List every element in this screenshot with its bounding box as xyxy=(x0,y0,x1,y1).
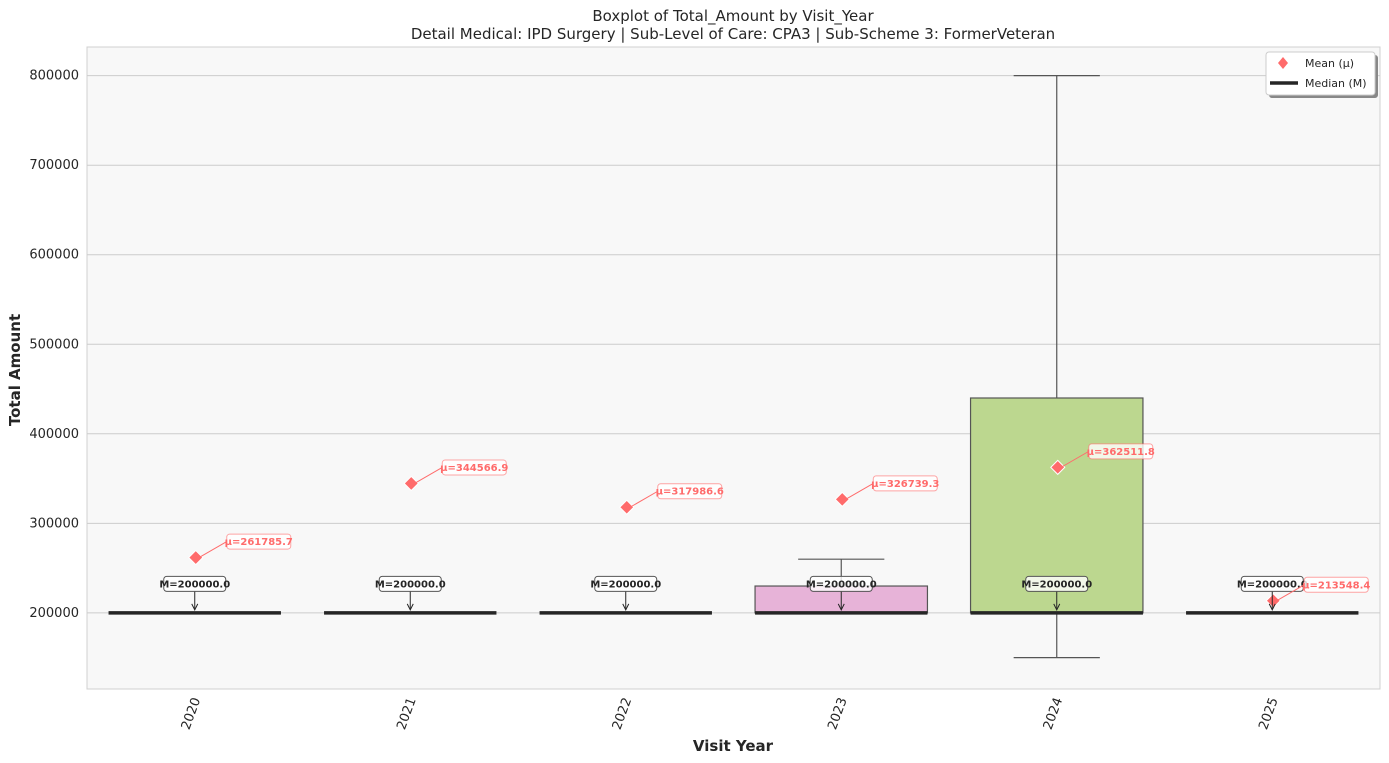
median-label-2021: M=200000.0 xyxy=(375,579,446,590)
y-tick-label: 800000 xyxy=(29,69,79,84)
x-axis-label: Visit Year xyxy=(693,737,774,755)
chart-title: Boxplot of Total_Amount by Visit_Year xyxy=(592,7,874,26)
mean-arrow xyxy=(200,541,227,558)
median-arrowhead xyxy=(1053,603,1061,612)
median-label-2025: M=200000.0 xyxy=(1237,579,1308,590)
median-arrowhead xyxy=(191,603,199,612)
median-label-box xyxy=(1240,575,1304,592)
legend-mean-label: Mean (μ) xyxy=(1305,57,1354,70)
median-label-box xyxy=(594,575,658,592)
median-label-box xyxy=(163,575,227,592)
mean-label-box xyxy=(657,483,723,500)
mean-label-2023: μ=326739.3 xyxy=(871,479,939,490)
median-label-box xyxy=(809,575,873,592)
mean-arrow xyxy=(631,490,658,507)
plot-area xyxy=(86,46,1381,690)
mean-label-2022: μ=317986.6 xyxy=(656,487,724,498)
mean-label-2024: μ=362511.8 xyxy=(1087,447,1155,458)
mean-label-box xyxy=(441,459,507,476)
x-tick-label: 2025 xyxy=(1256,696,1281,732)
mean-label-2025: μ=213548.4 xyxy=(1302,580,1370,591)
y-tick-label: 600000 xyxy=(29,248,79,263)
mean-marker-2022 xyxy=(619,499,635,515)
mean-marker-2023 xyxy=(834,491,850,508)
mean-arrow xyxy=(416,467,443,483)
mean-label-box xyxy=(1303,576,1369,593)
y-tick-label: 500000 xyxy=(29,337,79,352)
y-tick-label: 700000 xyxy=(29,158,79,173)
median-label-box xyxy=(1025,575,1089,592)
median-arrowhead xyxy=(837,603,845,612)
legend-mean-marker xyxy=(1278,57,1288,69)
y-axis-label: Total Amount xyxy=(6,314,24,426)
mean-marker-2020 xyxy=(188,549,204,566)
x-tick-label: 2022 xyxy=(610,696,635,732)
mean-label-box xyxy=(872,475,938,492)
gridlines xyxy=(87,75,1380,614)
mean-label-box xyxy=(226,533,292,550)
mean-label-box xyxy=(1088,443,1154,460)
median-label-box xyxy=(378,575,442,592)
median-arrowhead xyxy=(1268,603,1276,612)
mean-marker-2024 xyxy=(1050,459,1066,476)
mean-label-2021: μ=344566.9 xyxy=(440,463,508,474)
y-axis-ticks: 200000 300000 400000 500000 600000 700000 8000… xyxy=(29,69,79,621)
chart-subtitle: Detail Medical: IPD Surgery | Sub-Level … xyxy=(411,25,1055,43)
y-tick-label: 400000 xyxy=(29,427,79,442)
median-arrowhead xyxy=(622,603,630,612)
median-label-2023: M=200000.0 xyxy=(806,579,877,590)
x-axis-ticks: 2020 2021 2022 2023 2024 2025 xyxy=(179,696,1282,732)
x-tick-label: 2020 xyxy=(179,696,204,732)
mean-label-2020: μ=261785.7 xyxy=(225,537,293,548)
mean-arrow xyxy=(1278,584,1305,601)
median-label-2022: M=200000.0 xyxy=(590,579,661,590)
mean-marker-2021 xyxy=(403,475,419,492)
annotations: M=200000.0 μ=261785.7 M=200000.0 μ=344566.9… xyxy=(159,443,1370,612)
y-tick-label: 300000 xyxy=(29,516,79,531)
x-tick-label: 2024 xyxy=(1041,696,1066,732)
median-arrowhead xyxy=(406,603,414,612)
mean-arrow xyxy=(847,482,874,499)
legend-median-label: Median (M) xyxy=(1305,77,1367,90)
median-label-2024: M=200000.0 xyxy=(1021,579,1092,590)
x-tick-label: 2023 xyxy=(825,696,850,732)
legend: Mean (μ) Median (M) xyxy=(1265,51,1378,98)
mean-arrow xyxy=(1062,450,1089,467)
x-tick-label: 2021 xyxy=(394,696,419,732)
median-label-2020: M=200000.0 xyxy=(159,579,230,590)
y-tick-label: 200000 xyxy=(29,606,79,621)
